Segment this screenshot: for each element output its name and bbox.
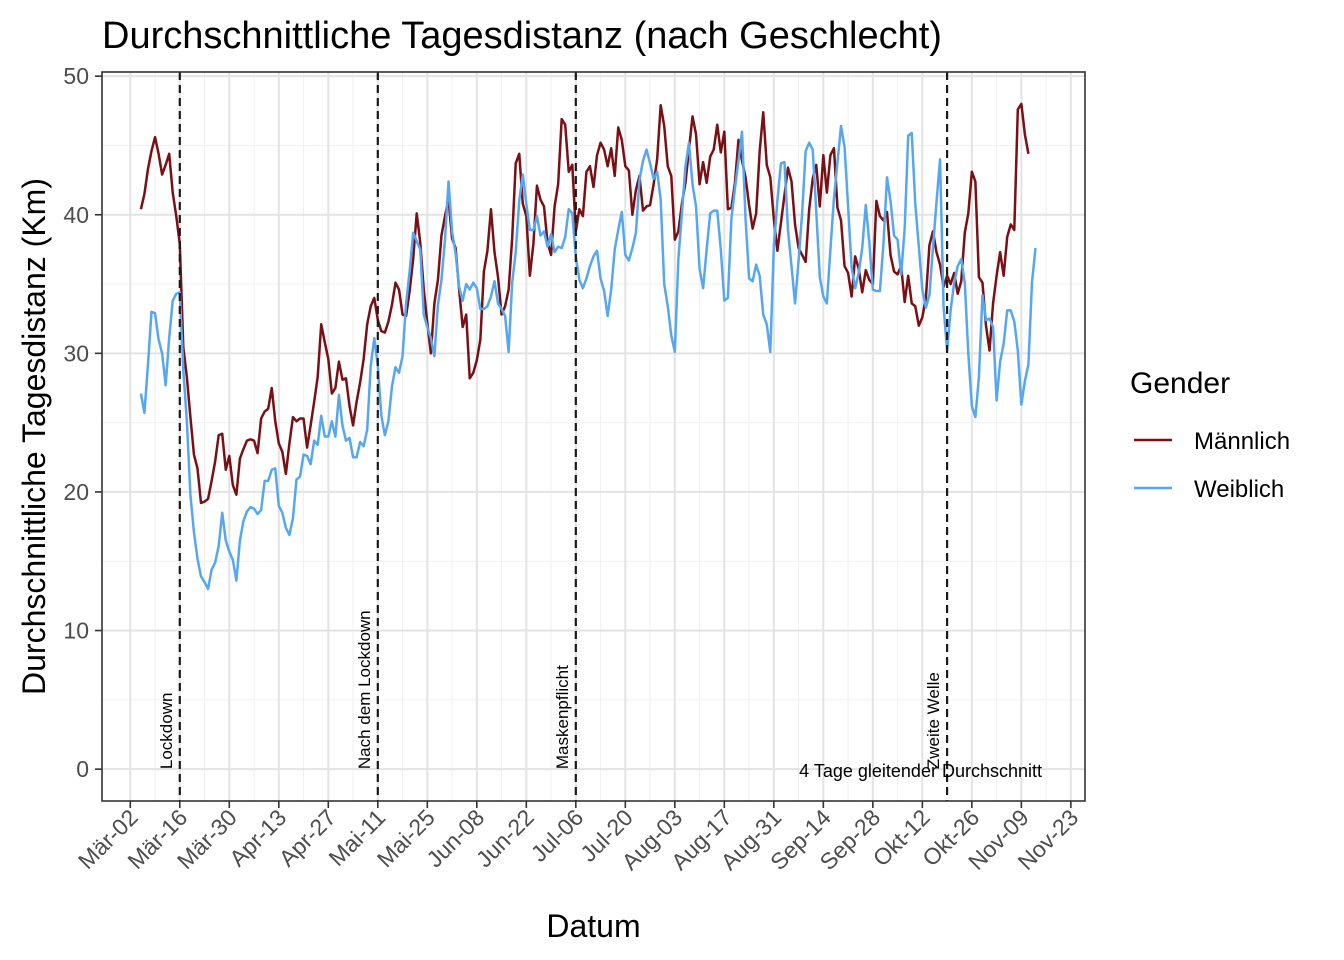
event-label: Maskenpflicht [553,665,572,769]
event-markers: Lockdown Nach dem Lockdown Maskenpflicht Zw… [157,72,949,801]
y-tick-label: 20 [63,479,89,505]
y-tick-label: 30 [63,340,89,366]
y-tick-label: 40 [63,202,89,228]
legend-item-maennlich: Männlich [1134,428,1290,455]
plot-border [101,71,1086,802]
x-axis-title: Datum [546,908,640,944]
x-tick-label: Jul-06 [526,804,589,867]
y-tick-label: 0 [76,756,89,782]
legend-label-maennlich: Männlich [1194,428,1290,455]
legend-label-weiblich: Weiblich [1194,476,1284,503]
x-axis: Mär-02Mär-16Mär-30Apr-13Apr-27Mai-11Mai-… [73,801,1083,875]
y-axis: 0 10 20 30 40 50 [63,63,102,782]
plot-background [102,72,1085,801]
chart-title: Durchschnittliche Tagesdistanz (nach Ges… [102,15,942,57]
chart-note: 4 Tage gleitender Durchschnitt [799,761,1042,781]
series-lines [139,102,1037,591]
series-line-weiblich [139,124,1037,591]
event-label: Zweite Welle [924,672,943,769]
event-label: Lockdown [157,693,176,770]
legend-item-weiblich: Weiblich [1134,476,1284,503]
y-tick-label: 10 [63,618,89,644]
y-axis-title: Durchschnittliche Tagesdistanz (Km) [16,178,52,695]
event-label: Nach dem Lockdown [355,610,374,769]
grid-major [102,72,1085,801]
y-tick-label: 50 [63,63,89,89]
legend-title: Gender [1130,367,1230,400]
series-line-mnnlich [139,102,1030,505]
legend: Gender Männlich Weiblich [1130,367,1290,503]
